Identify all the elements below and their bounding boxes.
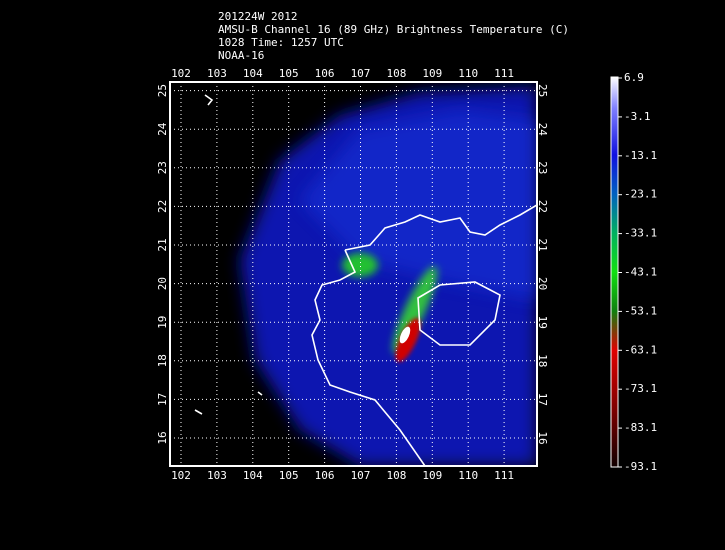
lat-label-left: 21: [156, 238, 169, 251]
colorbar-label: -13.1: [624, 149, 657, 162]
lon-label-bottom: 105: [279, 469, 299, 482]
lat-label-left: 24: [156, 122, 169, 136]
lon-label-bottom: 104: [243, 469, 263, 482]
lat-label-right: 22: [536, 200, 549, 213]
header-line: AMSU-B Channel 16 (89 GHz) Brightness Te…: [218, 23, 569, 36]
lon-label-top: 109: [422, 67, 442, 80]
colorbar-label: -3.1: [624, 110, 651, 123]
lon-label-top: 103: [207, 67, 227, 80]
lon-label-bottom: 109: [422, 469, 442, 482]
lat-label-left: 25: [156, 84, 169, 97]
lat-label-right: 23: [536, 161, 549, 174]
lon-label-top: 105: [279, 67, 299, 80]
lon-label-top: 107: [351, 67, 371, 80]
lat-label-right: 21: [536, 238, 549, 251]
lon-label-top: 111: [494, 67, 514, 80]
header-line: 1028 Time: 1257 UTC: [218, 36, 344, 49]
colorbar-label: -53.1: [624, 304, 657, 317]
lon-label-top: 104: [243, 67, 263, 80]
lon-label-bottom: 107: [351, 469, 371, 482]
colorbar-label: -23.1: [624, 188, 657, 201]
swath-bright: [300, 110, 537, 300]
coastline: [194, 94, 537, 466]
satellite-image: [194, 86, 537, 466]
header-line: 201224W 2012: [218, 10, 297, 23]
lat-label-left: 23: [156, 161, 169, 174]
colorbar-label: 6.9: [624, 71, 644, 84]
colorbar-label: -63.1: [624, 343, 657, 356]
lat-label-right: 25: [536, 84, 549, 97]
lon-label-bottom: 106: [315, 469, 335, 482]
colorbar-label: -33.1: [624, 227, 657, 240]
lat-label-right: 16: [536, 431, 549, 444]
lat-label-right: 18: [536, 354, 549, 367]
lat-label-right: 17: [536, 393, 549, 406]
lat-label-left: 19: [156, 316, 169, 329]
lat-label-right: 19: [536, 316, 549, 329]
colorbar-label: -43.1: [624, 266, 657, 279]
lat-label-right: 24: [536, 123, 549, 137]
colorbar-label: -73.1: [624, 382, 657, 395]
header-line: NOAA-16: [218, 49, 264, 62]
lon-label-bottom: 110: [458, 469, 478, 482]
lon-label-bottom: 111: [494, 469, 514, 482]
colorbar-label: -93.1: [624, 460, 657, 473]
lat-label-left: 22: [156, 200, 169, 213]
colorbar-label: -83.1: [624, 421, 657, 434]
red-core: [395, 317, 421, 363]
lon-label-top: 108: [386, 67, 406, 80]
lat-label-right: 20: [536, 277, 549, 290]
lat-label-left: 16: [156, 431, 169, 444]
lat-label-left: 17: [156, 393, 169, 406]
lon-label-top: 102: [171, 67, 191, 80]
lon-label-bottom: 102: [171, 469, 191, 482]
lon-label-top: 110: [458, 67, 478, 80]
lat-label-left: 20: [156, 277, 169, 290]
white-core: [399, 326, 411, 344]
lon-label-bottom: 108: [386, 469, 406, 482]
lat-label-left: 18: [156, 354, 169, 367]
green-cell: [342, 253, 378, 277]
map-frame: [169, 81, 538, 467]
lon-label-top: 106: [315, 67, 335, 80]
colorbar: [610, 76, 619, 468]
lon-label-bottom: 103: [207, 469, 227, 482]
